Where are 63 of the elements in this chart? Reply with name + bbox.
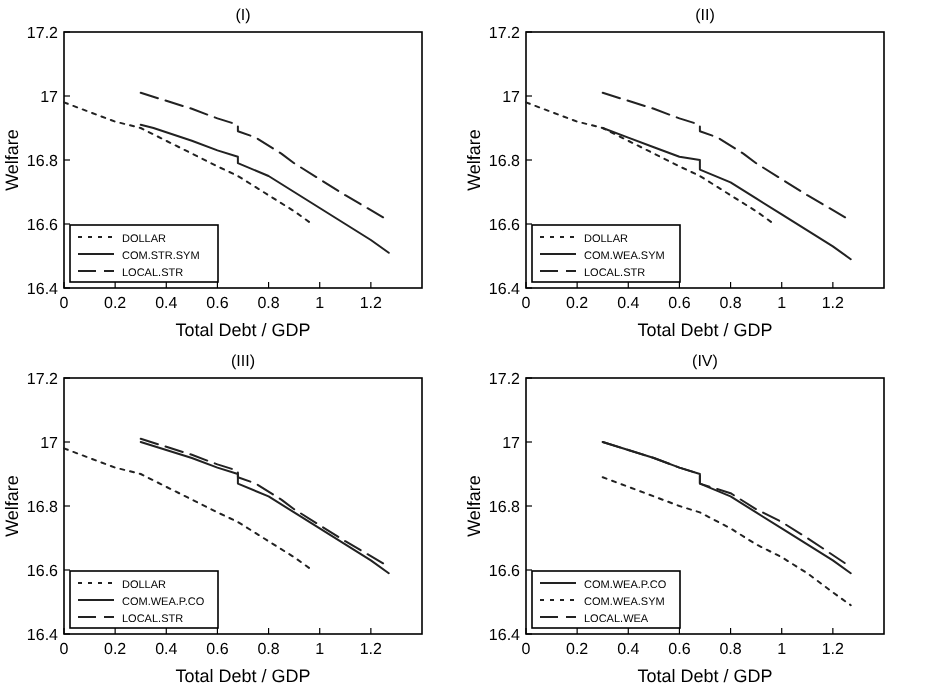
y-tick-label: 16.8 (26, 498, 60, 516)
y-tick-label: 16.6 (26, 216, 60, 234)
y-tick-label: 16.8 (488, 152, 522, 170)
y-tick-label: 17.2 (26, 370, 60, 388)
line-series (139, 91, 385, 219)
y-tick-label: 17 (40, 434, 60, 452)
y-axis-title: Welfare (464, 475, 484, 537)
line-series (601, 91, 847, 219)
x-tick-label: 1 (315, 640, 326, 658)
y-tick-label: 17 (502, 88, 522, 106)
y-tick-label: 16.4 (26, 626, 60, 644)
y-tick-label: 17 (502, 434, 522, 452)
y-axis-title: Welfare (464, 129, 484, 191)
x-tick-label: 0.4 (617, 640, 641, 658)
y-tick-label: 16.4 (488, 280, 522, 298)
x-tick-label: 1.2 (821, 294, 846, 312)
x-axis-title: Total Debt / GDP (637, 320, 773, 340)
y-tick-label: 17.2 (26, 24, 60, 42)
x-tick-label: 0.6 (668, 640, 692, 658)
x-tick-label: 1 (315, 294, 326, 312)
x-tick-label: 0.6 (206, 294, 230, 312)
y-tick-label: 16.6 (26, 562, 60, 580)
x-tick-label: 0 (59, 294, 70, 312)
y-tick-label: 17.2 (488, 24, 522, 42)
x-tick-label: 1 (777, 640, 788, 658)
line-series (63, 447, 314, 571)
chart-title: (II) (695, 6, 716, 24)
x-tick-label: 1.2 (821, 640, 846, 658)
x-tick-label: 1 (777, 294, 788, 312)
x-tick-label: 0.8 (257, 640, 281, 658)
x-tick-label: 0.2 (566, 294, 590, 312)
y-axis-title: Welfare (2, 129, 22, 191)
x-tick-label: 0.2 (104, 640, 128, 658)
y-tick-label: 16.8 (488, 498, 522, 516)
chart-title: (I) (235, 6, 252, 24)
x-tick-label: 0.8 (257, 294, 281, 312)
y-tick-label: 16.4 (488, 626, 522, 644)
y-axis-title: Welfare (2, 475, 22, 537)
x-tick-label: 0.6 (206, 640, 230, 658)
x-tick-label: 0.4 (155, 640, 179, 658)
x-tick-label: 0 (59, 640, 70, 658)
x-tick-label: 0.2 (104, 294, 128, 312)
x-tick-label: 1.2 (359, 640, 384, 658)
y-tick-label: 16.6 (488, 216, 522, 234)
y-tick-label: 17.2 (488, 370, 522, 388)
x-tick-label: 0 (521, 640, 532, 658)
x-axis-title: Total Debt / GDP (175, 320, 311, 340)
x-tick-label: 0.4 (617, 294, 641, 312)
chart-title: (IV) (692, 352, 719, 370)
y-tick-label: 16.6 (488, 562, 522, 580)
x-tick-label: 0.2 (566, 640, 590, 658)
chart-title: (III) (231, 352, 256, 370)
y-tick-label: 16.8 (26, 152, 60, 170)
x-tick-label: 0.8 (719, 640, 743, 658)
x-axis-title: Total Debt / GDP (175, 666, 311, 686)
x-tick-label: 0.4 (155, 294, 179, 312)
x-tick-label: 0.6 (668, 294, 692, 312)
y-tick-label: 16.4 (26, 280, 60, 298)
x-tick-label: 0 (521, 294, 532, 312)
x-tick-label: 0.8 (719, 294, 743, 312)
x-axis-title: Total Debt / GDP (637, 666, 773, 686)
x-tick-label: 1.2 (359, 294, 384, 312)
y-tick-label: 17 (40, 88, 60, 106)
